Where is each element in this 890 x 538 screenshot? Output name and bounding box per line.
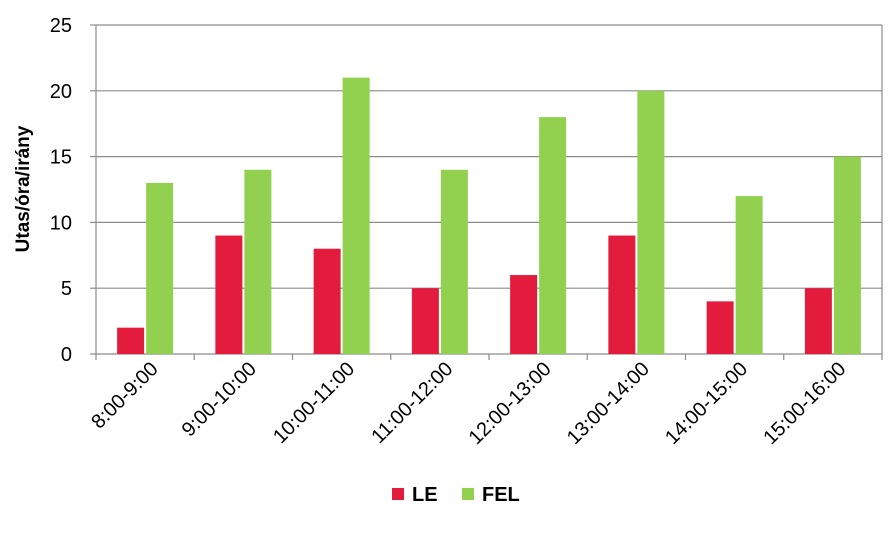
axes <box>90 24 883 360</box>
bar-le-7 <box>804 288 832 354</box>
y-tick-labels: 0 5 10 15 20 25 <box>50 15 72 366</box>
x-tick-label: 12:00-13:00 <box>465 358 556 449</box>
x-tick-label: 10:00-11:00 <box>269 358 359 448</box>
y-tick-label: 0 <box>61 344 72 366</box>
bar-fel-2 <box>342 77 370 354</box>
y-tick-label: 25 <box>50 15 72 37</box>
bar-le-2 <box>313 248 341 354</box>
bar-le-1 <box>215 235 243 354</box>
bar-fel-0 <box>146 182 174 354</box>
x-tick-label: 14:00-15:00 <box>661 358 752 449</box>
bar-le-4 <box>510 275 538 354</box>
legend-swatch-fel <box>462 488 474 500</box>
bars <box>117 77 861 355</box>
bar-le-3 <box>411 288 439 354</box>
bar-fel-5 <box>637 90 665 355</box>
legend-label-fel: FEL <box>482 484 520 506</box>
x-tick-label: 15:00-16:00 <box>759 358 850 449</box>
bar-fel-3 <box>440 169 468 354</box>
legend: LE FEL <box>392 484 520 506</box>
bar-fel-1 <box>244 169 272 354</box>
legend-label-le: LE <box>412 484 438 506</box>
x-tick-label: 9:00-10:00 <box>178 358 261 441</box>
bar-fel-4 <box>539 117 567 355</box>
x-tick-label: 8:00-9:00 <box>87 358 162 433</box>
y-tick-label: 10 <box>50 212 72 234</box>
x-tick-label: 13:00-14:00 <box>563 358 654 449</box>
bar-le-6 <box>706 301 734 354</box>
bar-le-0 <box>117 327 145 354</box>
y-tick-label: 5 <box>61 278 72 300</box>
bar-fel-7 <box>833 156 861 354</box>
gridlines <box>96 24 882 289</box>
x-tick-label: 11:00-12:00 <box>367 358 457 448</box>
bar-le-5 <box>608 235 636 354</box>
x-tick-labels: 8:00-9:00 9:00-10:00 10:00-11:00 11:00-12:0… <box>87 358 850 449</box>
y-tick-label: 20 <box>50 81 72 103</box>
legend-swatch-le <box>392 488 404 500</box>
y-tick-label: 15 <box>50 147 72 169</box>
bar-fel-6 <box>735 196 763 354</box>
y-axis-title: Utas/óra/irány <box>13 125 34 252</box>
